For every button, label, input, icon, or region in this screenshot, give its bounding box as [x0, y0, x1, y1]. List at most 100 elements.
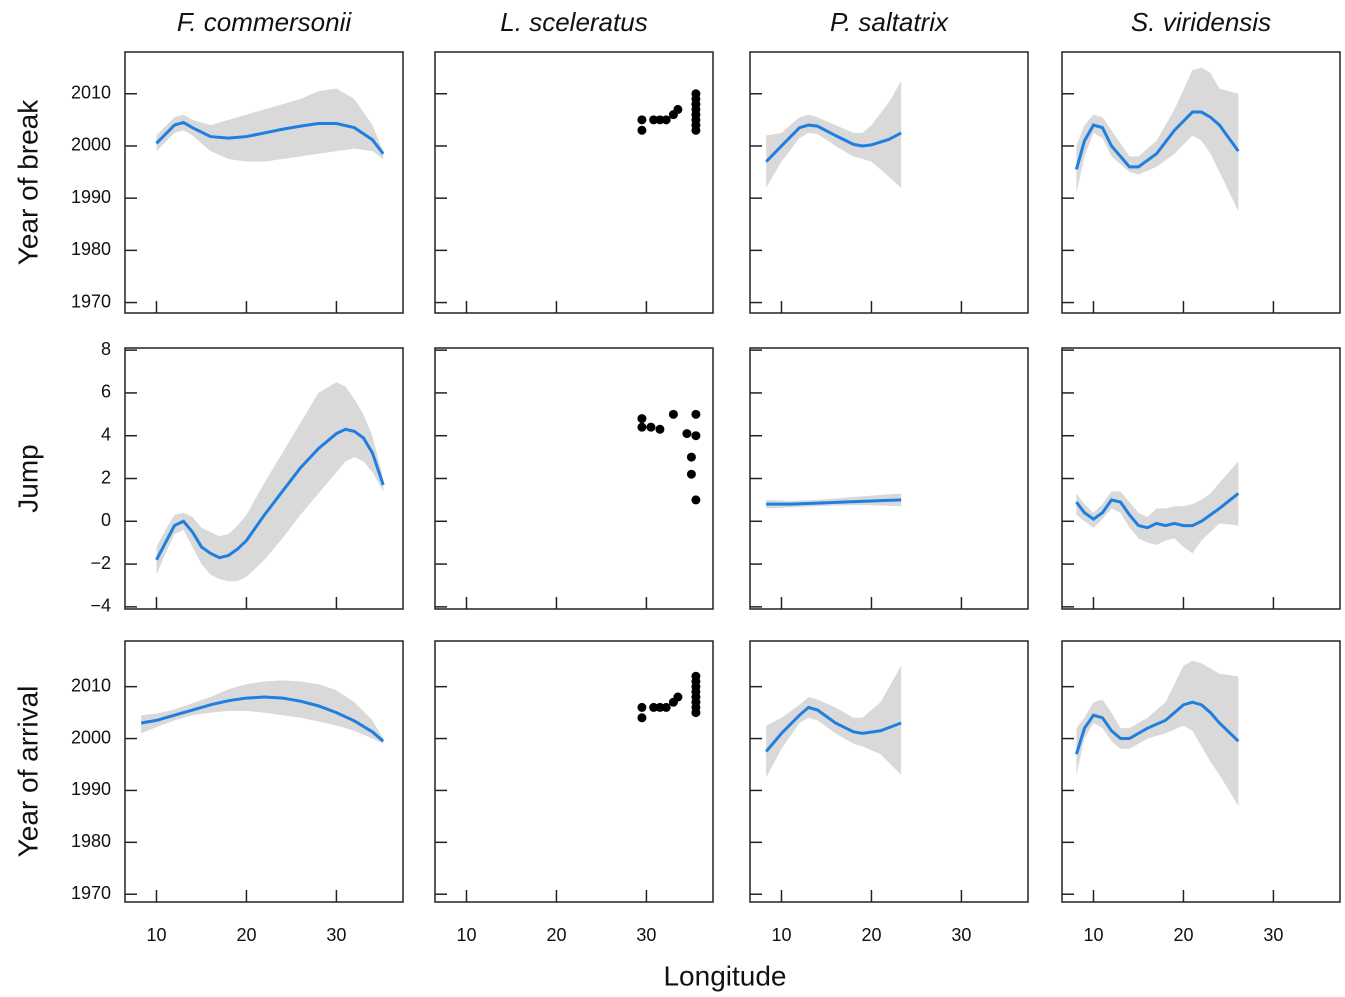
- smooth-line: [155, 120, 385, 155]
- y-tick-label: 2010: [71, 675, 111, 695]
- point: [637, 125, 647, 135]
- y-tick-label: 0: [101, 510, 111, 530]
- point: [661, 115, 671, 125]
- point: [691, 708, 701, 718]
- smooth-line: [1075, 492, 1240, 530]
- point: [686, 452, 696, 462]
- point: [649, 115, 659, 125]
- panel-frame: [434, 347, 714, 610]
- panel-frame: [1061, 640, 1341, 903]
- confidence-band: [156, 88, 384, 162]
- point: [637, 115, 647, 125]
- x-tick-label: 10: [456, 925, 476, 945]
- smooth-line: [1074, 110, 1240, 170]
- smooth-line: [1074, 700, 1240, 755]
- panel-frame: [434, 640, 714, 903]
- x-tick-label: 30: [1263, 925, 1283, 945]
- panel: 1970 1980 1990 2000 2010 F. commersonii Year o…: [12, 7, 404, 314]
- panel: 10 20 30: [434, 640, 714, 945]
- x-tick-label: 10: [1083, 925, 1103, 945]
- panel: 10 20 30: [749, 640, 1029, 945]
- panel-frame: [1061, 51, 1341, 314]
- y-tick-label: −4: [90, 596, 111, 616]
- smooth-line: [766, 498, 902, 506]
- confidence-band: [141, 680, 384, 744]
- y-tick-label: 2: [101, 467, 111, 487]
- panel: [1061, 347, 1341, 610]
- y-axis-label: Year of break: [12, 99, 43, 266]
- x-tick-label: 30: [326, 925, 346, 945]
- panel-frame: [749, 640, 1029, 903]
- smooth-line: [765, 705, 902, 753]
- smooth-line: [140, 695, 385, 743]
- point: [682, 429, 692, 439]
- panel: [434, 347, 714, 610]
- panel-frame: [124, 640, 404, 903]
- point: [637, 713, 647, 723]
- panel-frame: [434, 51, 714, 314]
- point: [637, 702, 647, 712]
- y-tick-label: 4: [101, 424, 111, 444]
- y-tick-label: 2000: [71, 727, 111, 747]
- y-tick-label: 2010: [71, 83, 111, 103]
- x-tick-label: 30: [636, 925, 656, 945]
- panel: L. sceleratus: [434, 7, 714, 314]
- panel: P. saltatrix: [749, 7, 1029, 314]
- x-tick-label: 20: [546, 925, 566, 945]
- point: [691, 431, 701, 441]
- panel-frame: [124, 51, 404, 314]
- panel-frame: [749, 347, 1029, 610]
- y-tick-label: 1980: [71, 831, 111, 851]
- y-tick-label: 8: [101, 339, 111, 359]
- panel: [749, 347, 1029, 610]
- panel-frame: [749, 51, 1029, 314]
- point: [673, 692, 683, 702]
- x-tick-label: 10: [771, 925, 791, 945]
- panel: 10 20 30: [1061, 640, 1341, 945]
- panel: −4 −2 0 2 4 6 8 Jump: [12, 339, 404, 616]
- point: [637, 422, 647, 432]
- point: [691, 125, 701, 135]
- point: [668, 409, 678, 419]
- x-tick-label: 20: [1173, 925, 1193, 945]
- confidence-band: [1076, 461, 1239, 554]
- x-tick-label: 20: [236, 925, 256, 945]
- y-tick-label: 6: [101, 382, 111, 402]
- smooth-line: [765, 123, 902, 163]
- point: [691, 495, 701, 505]
- x-tick-label: 30: [951, 925, 971, 945]
- x-tick-label: 20: [861, 925, 881, 945]
- smooth-line: [155, 427, 385, 561]
- point: [673, 104, 683, 114]
- column-title: F. commersonii: [177, 7, 353, 37]
- y-axis-label: Jump: [12, 444, 43, 512]
- point: [646, 422, 656, 432]
- x-axis-label: Longitude: [663, 960, 786, 991]
- y-axis-label: Year of arrival: [12, 686, 43, 858]
- y-tick-label: 1970: [71, 883, 111, 903]
- point: [691, 409, 701, 419]
- panel-frame: [1061, 347, 1341, 610]
- confidence-band: [1076, 660, 1239, 807]
- y-tick-label: −2: [90, 553, 111, 573]
- point: [655, 115, 665, 125]
- panel: S. viridensis: [1061, 7, 1341, 314]
- point: [686, 469, 696, 479]
- point: [661, 702, 671, 712]
- y-tick-label: 2000: [71, 135, 111, 155]
- column-title: P. saltatrix: [830, 7, 949, 37]
- y-tick-label: 1990: [71, 779, 111, 799]
- x-tick-label: 10: [146, 925, 166, 945]
- panel-frame: [124, 347, 404, 610]
- confidence-band: [1076, 67, 1239, 212]
- point: [649, 702, 659, 712]
- point: [655, 702, 665, 712]
- y-tick-label: 1970: [71, 291, 111, 311]
- y-tick-label: 1990: [71, 187, 111, 207]
- point: [637, 414, 647, 424]
- column-title: S. viridensis: [1131, 7, 1271, 37]
- confidence-band: [156, 382, 384, 582]
